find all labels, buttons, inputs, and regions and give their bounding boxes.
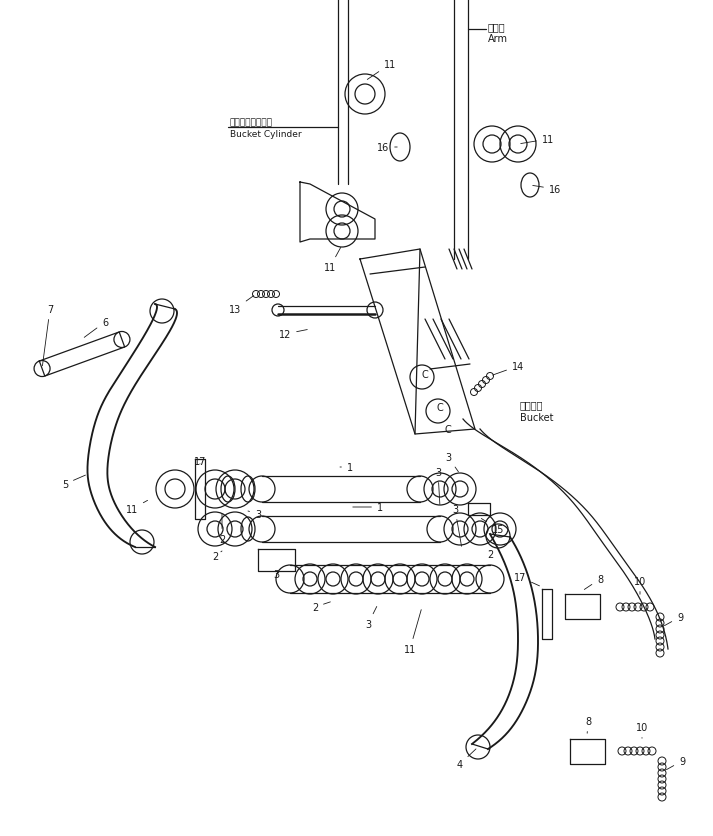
Text: 1: 1 bbox=[340, 462, 353, 472]
Text: 17: 17 bbox=[514, 573, 540, 586]
Text: 9: 9 bbox=[667, 756, 685, 770]
Text: C: C bbox=[436, 402, 443, 412]
Text: Bucket: Bucket bbox=[520, 412, 553, 422]
Text: 3: 3 bbox=[248, 509, 261, 519]
Text: 14: 14 bbox=[493, 361, 524, 375]
Text: 10: 10 bbox=[636, 722, 648, 738]
Text: Bucket Cylinder: Bucket Cylinder bbox=[230, 130, 302, 139]
Text: 6: 6 bbox=[84, 318, 108, 338]
Text: 2: 2 bbox=[312, 602, 330, 612]
Text: 2: 2 bbox=[212, 551, 222, 561]
Text: 11: 11 bbox=[367, 60, 396, 80]
Text: Arm: Arm bbox=[488, 34, 508, 44]
Text: 15: 15 bbox=[481, 519, 504, 534]
Text: 8: 8 bbox=[585, 716, 591, 733]
Text: 12: 12 bbox=[279, 329, 307, 339]
Text: バケット: バケット bbox=[520, 400, 543, 410]
Text: 10: 10 bbox=[634, 576, 646, 594]
Text: 11: 11 bbox=[520, 135, 554, 145]
Text: バケットシリンダ: バケットシリンダ bbox=[230, 118, 273, 127]
Text: 16: 16 bbox=[533, 185, 561, 195]
Text: 8: 8 bbox=[585, 574, 603, 589]
Text: 16: 16 bbox=[377, 143, 397, 153]
Text: 3: 3 bbox=[445, 452, 458, 472]
Text: アーム: アーム bbox=[488, 22, 506, 32]
Text: 11: 11 bbox=[404, 610, 421, 655]
Text: 9: 9 bbox=[665, 612, 683, 626]
Text: 17: 17 bbox=[194, 456, 206, 466]
Text: 13: 13 bbox=[229, 296, 254, 314]
Text: 11: 11 bbox=[324, 248, 341, 273]
Text: 7: 7 bbox=[43, 304, 53, 366]
Text: 3: 3 bbox=[365, 607, 376, 630]
Text: 3: 3 bbox=[435, 467, 441, 505]
Text: 2: 2 bbox=[487, 549, 493, 559]
Text: 2: 2 bbox=[219, 514, 225, 544]
Text: 11: 11 bbox=[126, 501, 148, 514]
Text: 5: 5 bbox=[62, 476, 86, 489]
Text: 1: 1 bbox=[353, 502, 383, 512]
Text: 3: 3 bbox=[273, 569, 279, 579]
Text: C: C bbox=[421, 370, 429, 380]
Text: 4: 4 bbox=[457, 749, 476, 769]
Text: 3: 3 bbox=[452, 504, 461, 547]
Text: C: C bbox=[445, 425, 451, 435]
